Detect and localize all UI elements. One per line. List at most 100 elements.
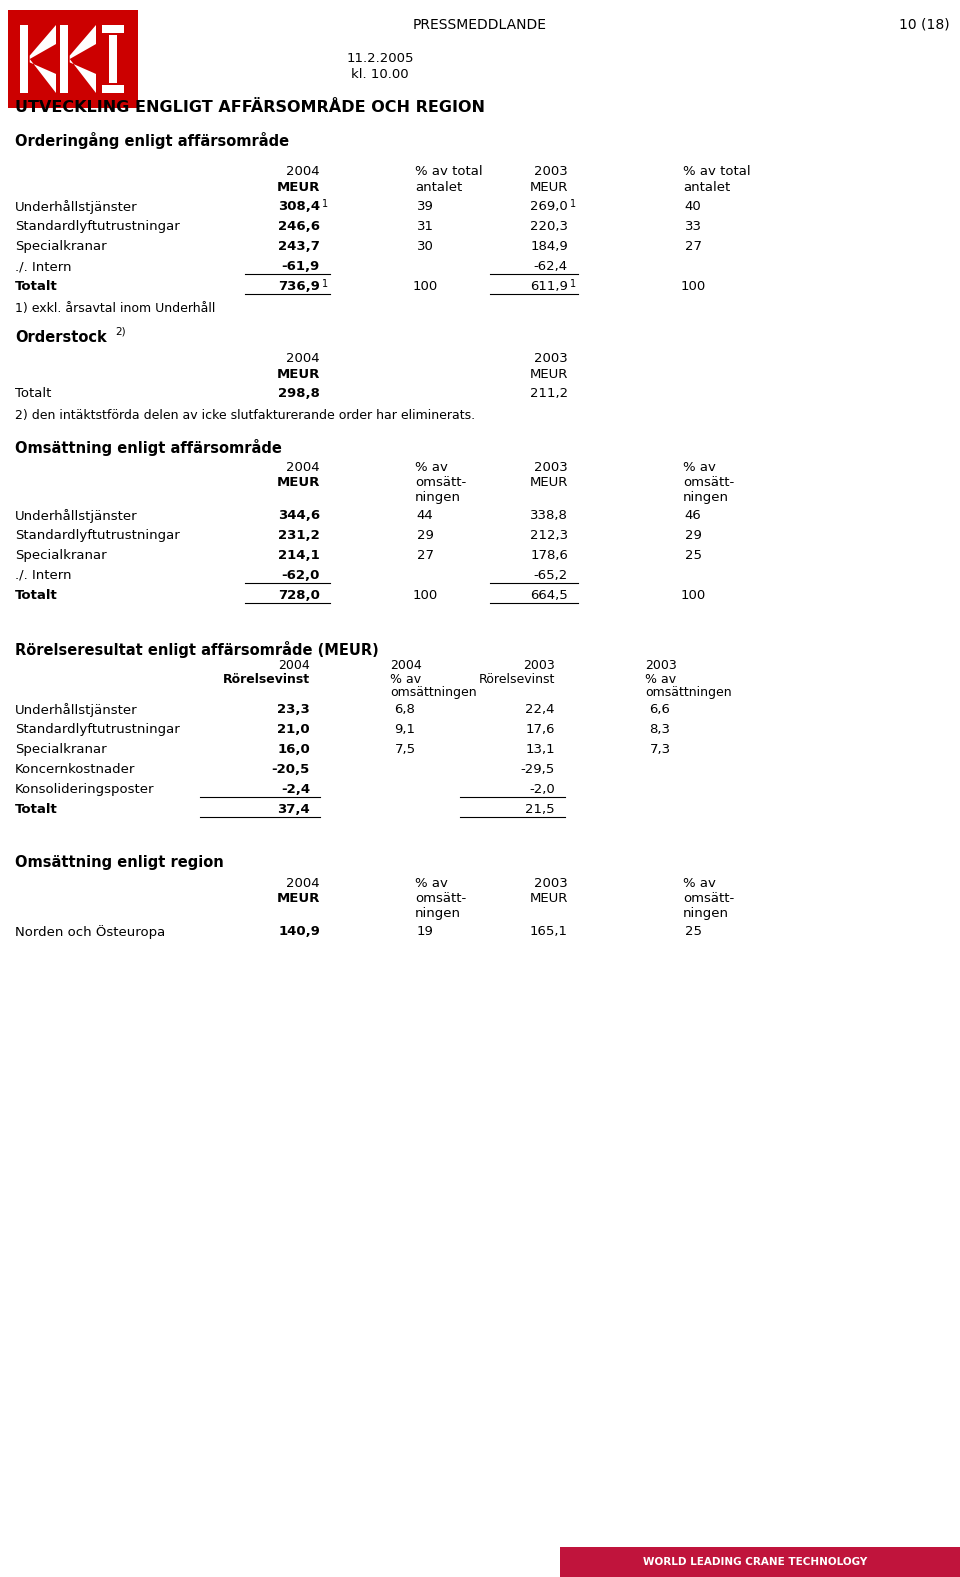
Text: % av: % av bbox=[683, 460, 716, 475]
Text: 214,1: 214,1 bbox=[278, 549, 320, 561]
Text: 44: 44 bbox=[417, 509, 433, 522]
Text: Koncernkostnader: Koncernkostnader bbox=[15, 763, 135, 776]
Text: Underhållstjänster: Underhållstjänster bbox=[15, 200, 137, 214]
Text: 8,3: 8,3 bbox=[650, 722, 670, 736]
Text: 31: 31 bbox=[417, 221, 434, 233]
Text: 23,3: 23,3 bbox=[277, 703, 310, 716]
Text: 243,7: 243,7 bbox=[278, 240, 320, 252]
Text: Omsättning enligt region: Omsättning enligt region bbox=[15, 855, 224, 871]
Text: 25: 25 bbox=[684, 549, 702, 561]
Text: MEUR: MEUR bbox=[276, 476, 320, 489]
Text: 37,4: 37,4 bbox=[277, 803, 310, 815]
Text: -62,4: -62,4 bbox=[534, 260, 568, 273]
Text: 220,3: 220,3 bbox=[530, 221, 568, 233]
Text: 736,9: 736,9 bbox=[278, 281, 320, 293]
Bar bbox=[8, 9, 138, 107]
Text: 178,6: 178,6 bbox=[530, 549, 568, 561]
Text: 2004: 2004 bbox=[278, 659, 310, 672]
Text: 7,3: 7,3 bbox=[649, 743, 671, 755]
Text: -61,9: -61,9 bbox=[281, 260, 320, 273]
Text: 308,4: 308,4 bbox=[277, 200, 320, 213]
Text: 2003: 2003 bbox=[535, 877, 568, 889]
Text: 2003: 2003 bbox=[535, 352, 568, 364]
Text: 728,0: 728,0 bbox=[278, 588, 320, 602]
Text: 33: 33 bbox=[684, 221, 702, 233]
Text: 100: 100 bbox=[413, 281, 438, 293]
Text: 344,6: 344,6 bbox=[277, 509, 320, 522]
Text: 1: 1 bbox=[570, 199, 576, 210]
Text: 2004: 2004 bbox=[286, 166, 320, 178]
Text: 25: 25 bbox=[684, 926, 702, 938]
Text: 29: 29 bbox=[684, 528, 702, 542]
Text: 7,5: 7,5 bbox=[395, 743, 416, 755]
Text: 269,0: 269,0 bbox=[530, 200, 568, 213]
Text: MEUR: MEUR bbox=[276, 367, 320, 382]
Text: ./. Intern: ./. Intern bbox=[15, 260, 71, 273]
Text: 1: 1 bbox=[322, 279, 328, 289]
Text: 165,1: 165,1 bbox=[530, 926, 568, 938]
Text: Orderingång enligt affärsområde: Orderingång enligt affärsområde bbox=[15, 132, 289, 148]
Text: 19: 19 bbox=[417, 926, 433, 938]
Text: Omsättning enligt affärsområde: Omsättning enligt affärsområde bbox=[15, 438, 282, 456]
Text: 212,3: 212,3 bbox=[530, 528, 568, 542]
Text: % av: % av bbox=[645, 673, 676, 686]
Text: 664,5: 664,5 bbox=[530, 588, 568, 602]
Text: UTVECKLING ENGLIGT AFFÄRSOMRÅDE OCH REGION: UTVECKLING ENGLIGT AFFÄRSOMRÅDE OCH REGI… bbox=[15, 99, 485, 115]
Text: Standardlyftutrustningar: Standardlyftutrustningar bbox=[15, 221, 180, 233]
Text: MEUR: MEUR bbox=[276, 181, 320, 194]
Text: 27: 27 bbox=[417, 549, 434, 561]
Text: 46: 46 bbox=[684, 509, 702, 522]
Text: 30: 30 bbox=[417, 240, 433, 252]
Polygon shape bbox=[102, 85, 124, 93]
Text: 21,0: 21,0 bbox=[277, 722, 310, 736]
Text: 211,2: 211,2 bbox=[530, 386, 568, 401]
Text: ningen: ningen bbox=[683, 907, 729, 919]
Text: % av: % av bbox=[683, 877, 716, 889]
Text: 11.2.2005: 11.2.2005 bbox=[347, 52, 414, 65]
Polygon shape bbox=[109, 35, 117, 84]
Text: ./. Intern: ./. Intern bbox=[15, 569, 71, 582]
Text: Underhållstjänster: Underhållstjänster bbox=[15, 703, 137, 718]
Text: Totalt: Totalt bbox=[15, 803, 58, 815]
Text: 184,9: 184,9 bbox=[530, 240, 568, 252]
Text: Totalt: Totalt bbox=[15, 281, 58, 293]
Polygon shape bbox=[70, 25, 96, 58]
Text: Rörelseresultat enligt affärsområde (MEUR): Rörelseresultat enligt affärsområde (MEU… bbox=[15, 640, 379, 658]
Text: 100: 100 bbox=[413, 588, 438, 602]
Text: Standardlyftutrustningar: Standardlyftutrustningar bbox=[15, 722, 180, 736]
Text: % av: % av bbox=[390, 673, 421, 686]
Text: Orderstock: Orderstock bbox=[15, 330, 107, 345]
Text: 2): 2) bbox=[115, 326, 126, 337]
Text: -2,0: -2,0 bbox=[529, 784, 555, 796]
Text: Totalt: Totalt bbox=[15, 588, 58, 602]
Text: -65,2: -65,2 bbox=[534, 569, 568, 582]
Text: 40: 40 bbox=[684, 200, 702, 213]
Text: Konsolideringsposter: Konsolideringsposter bbox=[15, 784, 155, 796]
Text: 1: 1 bbox=[570, 279, 576, 289]
Text: 140,9: 140,9 bbox=[278, 926, 320, 938]
Text: 2004: 2004 bbox=[390, 659, 421, 672]
Text: antalet: antalet bbox=[683, 181, 731, 194]
Text: MEUR: MEUR bbox=[530, 893, 568, 905]
Text: omsätt-: omsätt- bbox=[683, 476, 734, 489]
Text: 100: 100 bbox=[681, 588, 706, 602]
Text: 298,8: 298,8 bbox=[278, 386, 320, 401]
Text: ningen: ningen bbox=[415, 907, 461, 919]
Bar bbox=[560, 1547, 960, 1577]
Text: 1) exkl. årsavtal inom Underhåll: 1) exkl. årsavtal inom Underhåll bbox=[15, 303, 215, 315]
Text: kl. 10.00: kl. 10.00 bbox=[351, 68, 409, 80]
Text: MEUR: MEUR bbox=[530, 367, 568, 382]
Text: 2003: 2003 bbox=[523, 659, 555, 672]
Text: 2) den intäktstförda delen av icke slutfakturerande order har eliminerats.: 2) den intäktstförda delen av icke slutf… bbox=[15, 408, 475, 423]
Text: -62,0: -62,0 bbox=[281, 569, 320, 582]
Text: 2004: 2004 bbox=[286, 877, 320, 889]
Text: PRESSMEDDLANDE: PRESSMEDDLANDE bbox=[413, 17, 547, 32]
Text: % av total: % av total bbox=[415, 166, 483, 178]
Text: 16,0: 16,0 bbox=[277, 743, 310, 755]
Polygon shape bbox=[60, 25, 68, 93]
Text: Underhållstjänster: Underhållstjänster bbox=[15, 509, 137, 524]
Polygon shape bbox=[20, 25, 28, 93]
Text: 2004: 2004 bbox=[286, 460, 320, 475]
Text: % av: % av bbox=[415, 877, 448, 889]
Text: antalet: antalet bbox=[415, 181, 463, 194]
